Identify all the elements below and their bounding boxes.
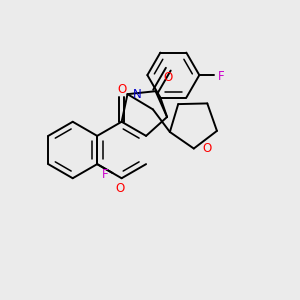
- Text: F: F: [102, 167, 109, 181]
- Text: O: O: [164, 70, 173, 84]
- Text: N: N: [133, 88, 142, 100]
- Text: O: O: [117, 83, 126, 97]
- Text: F: F: [218, 70, 225, 83]
- Text: O: O: [115, 182, 124, 195]
- Text: O: O: [203, 142, 212, 155]
